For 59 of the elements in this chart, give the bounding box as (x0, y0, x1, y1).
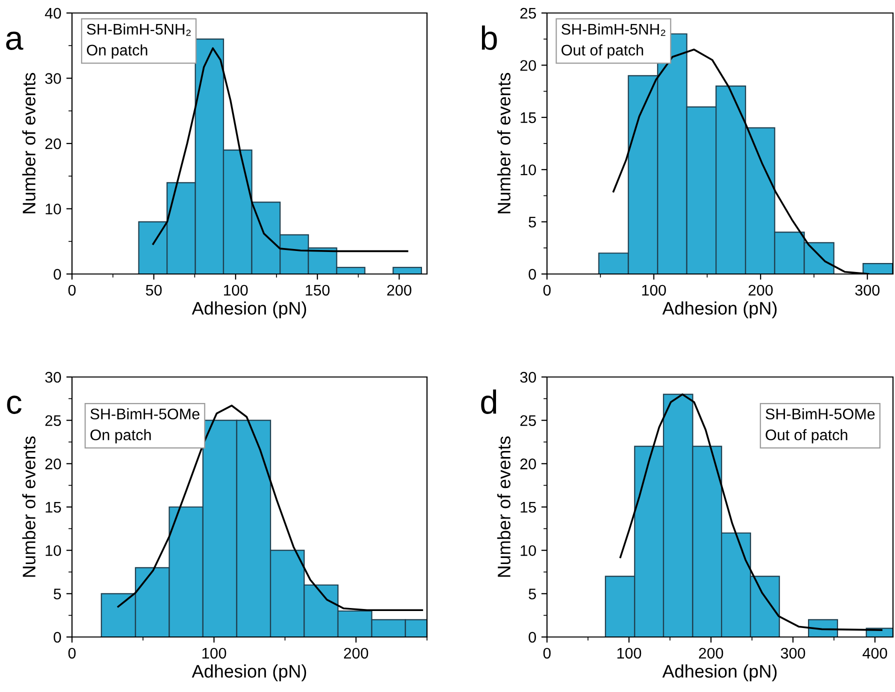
line-series (152, 47, 408, 252)
chart-title: a (6, 32, 24, 50)
x-tick-label: 200 (344, 648, 368, 659)
x-tick-label: 300 (855, 284, 880, 296)
annotation: SH-BimH-5NH₂ On patch (86, 23, 191, 59)
x-axis-title: Adhesion (pN) (192, 301, 306, 318)
annotation: SH-BimH-5OMe On patch (90, 408, 200, 444)
x-axis-title: Adhesion (pN) (192, 664, 306, 682)
x-tick-label: 200 (748, 284, 773, 296)
y-axis-title: Number of events (497, 72, 510, 214)
y-axis-title: Number of events (22, 436, 36, 577)
x-tick-label: 100 (224, 284, 248, 296)
y-tick-label: 10 (520, 164, 536, 176)
x-tick-label: 300 (780, 648, 806, 659)
y-tick-label: 15 (520, 502, 536, 513)
x-tick-label: 0 (68, 284, 76, 296)
y-tick-label: 20 (520, 458, 536, 470)
x-tick-label: 200 (699, 648, 724, 659)
x-tick-label: 0 (543, 284, 551, 296)
y-tick-label: 20 (45, 458, 61, 470)
y-tick-label: 20 (520, 60, 536, 71)
y-tick-label: 25 (520, 415, 536, 426)
x-tick-label: 150 (306, 284, 330, 296)
annotation: SH-BimH-5NH₂ Out of patch (562, 23, 666, 59)
y-tick-label: 0 (54, 632, 61, 643)
y-tick-label: 30 (520, 372, 536, 383)
chart-title: d (481, 389, 496, 414)
x-tick-label: 0 (68, 648, 76, 659)
x-tick-label: 400 (862, 648, 888, 659)
x-tick-label: 0 (543, 648, 551, 659)
x-tick-label: 100 (617, 648, 642, 659)
y-axis-title: Number of events (22, 72, 36, 214)
y-tick-label: 25 (520, 8, 536, 19)
y-tick-label: 15 (520, 112, 536, 124)
x-axis-title: Adhesion (pN) (662, 664, 777, 682)
x-tick-label: 200 (387, 284, 412, 296)
y-tick-label: 0 (528, 632, 536, 643)
y-tick-label: 40 (44, 8, 61, 19)
x-tick-label: 100 (642, 284, 666, 296)
y-tick-label: 15 (46, 502, 61, 513)
y-tick-label: 5 (54, 588, 61, 600)
y-axis-title: Number of events (497, 436, 510, 577)
chart-title: c (7, 396, 22, 414)
y-tick-label: 5 (528, 588, 536, 600)
y-tick-label: 30 (45, 372, 61, 383)
y-tick-label: 25 (45, 415, 61, 426)
x-tick-label: 50 (146, 284, 162, 296)
chart-title: b (482, 25, 497, 50)
y-tick-label: 10 (520, 545, 536, 556)
y-tick-label: 30 (45, 73, 61, 84)
x-axis-title: Adhesion (pN) (662, 301, 777, 318)
y-tick-label: 20 (45, 138, 61, 150)
y-tick-label: 0 (528, 268, 536, 280)
y-tick-label: 10 (46, 545, 61, 556)
x-tick-label: 100 (202, 648, 226, 659)
y-tick-label: 5 (528, 216, 536, 228)
annotation: SH-BimH-5OMe Out of patch (766, 408, 875, 444)
y-tick-label: 0 (54, 268, 61, 280)
y-tick-label: 10 (46, 204, 61, 214)
